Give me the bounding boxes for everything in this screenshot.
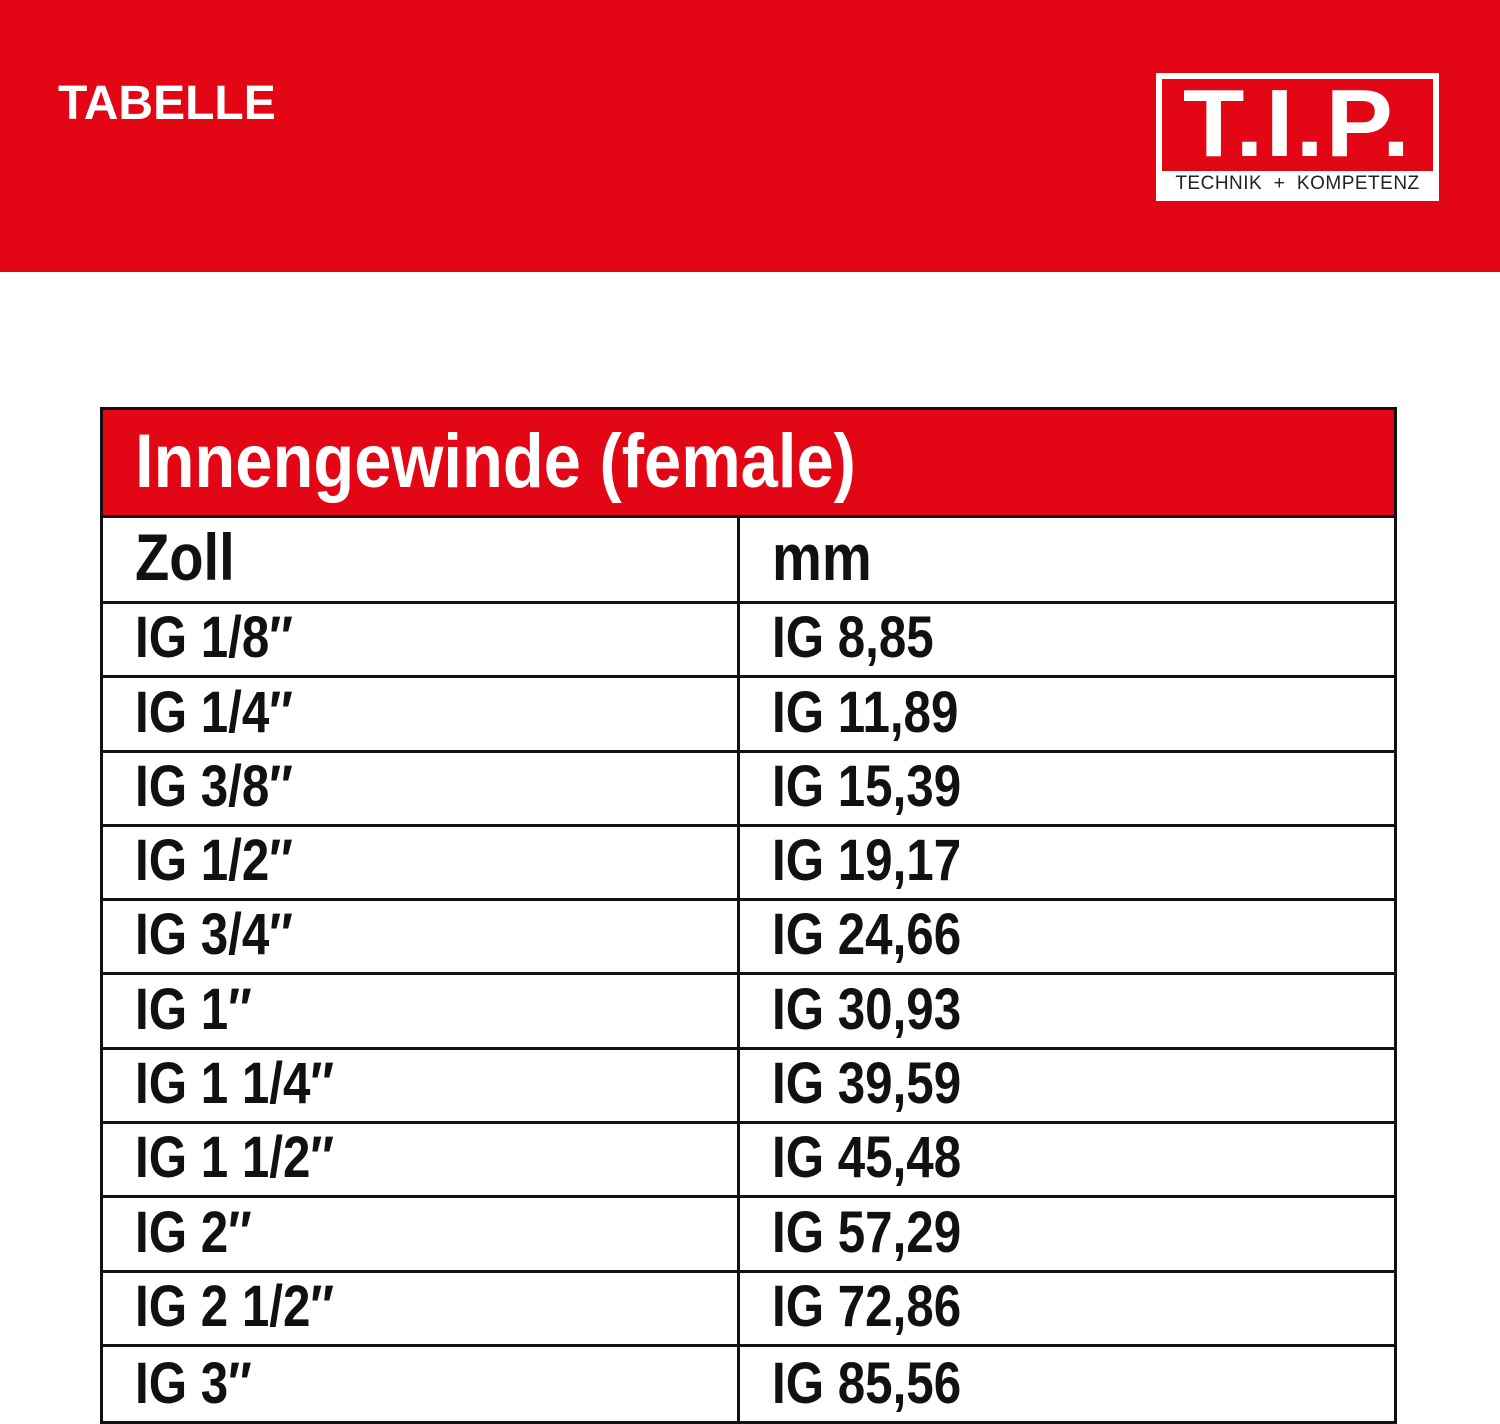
cell-value: IG 1/4″ xyxy=(135,679,293,745)
cell-zoll: IG 1 1/2″ xyxy=(103,1124,740,1196)
cell-value: IG 15,39 xyxy=(772,753,962,819)
table-row: IG 1/4″ IG 11,89 xyxy=(103,678,1394,753)
table-row: IG 1 1/2″ IG 45,48 xyxy=(103,1124,1394,1199)
cell-value: IG 45,48 xyxy=(772,1125,962,1191)
cell-value: IG 30,93 xyxy=(772,976,962,1042)
cell-mm: IG 15,39 xyxy=(740,753,1394,824)
logo-red-box: T.I.P. xyxy=(1162,70,1433,177)
cell-mm: IG 11,89 xyxy=(740,678,1394,749)
cell-zoll: IG 3/8″ xyxy=(103,752,740,824)
cell-zoll: IG 2 1/2″ xyxy=(103,1272,740,1344)
cell-value: IG 8,85 xyxy=(772,605,934,671)
cell-mm: IG 8,85 xyxy=(740,604,1394,675)
cell-zoll: IG 3/4″ xyxy=(103,901,740,973)
cell-mm: IG 72,86 xyxy=(740,1273,1394,1344)
column-header-label: mm xyxy=(772,520,872,594)
column-header-label: Zoll xyxy=(135,520,235,594)
table-row: IG 1″ IG 30,93 xyxy=(103,975,1394,1050)
logo-tagline: TECHNIK + KOMPETENZ xyxy=(1175,173,1420,194)
cell-zoll: IG 2″ xyxy=(103,1198,740,1270)
table-row: IG 3″ IG 85,56 xyxy=(103,1346,1394,1422)
cell-zoll: IG 1/4″ xyxy=(103,678,740,750)
tip-logo: T.I.P. TECHNIK + KOMPETENZ xyxy=(1156,70,1439,201)
table-row: IG 1/2″ IG 19,17 xyxy=(103,826,1394,902)
cell-value: IG 11,89 xyxy=(772,679,959,745)
column-header-mm: mm xyxy=(740,518,1394,601)
cell-value: IG 85,56 xyxy=(772,1351,962,1417)
cell-value: IG 2″ xyxy=(135,1199,252,1265)
table-row: IG 3/4″ IG 24,66 xyxy=(103,901,1394,976)
cell-mm: IG 57,29 xyxy=(740,1198,1394,1269)
cell-value: IG 2 1/2″ xyxy=(135,1273,335,1339)
cell-mm: IG 85,56 xyxy=(740,1347,1394,1421)
cell-zoll: IG 1″ xyxy=(103,975,740,1047)
cell-mm: IG 19,17 xyxy=(740,827,1394,898)
cell-value: IG 1/2″ xyxy=(135,828,293,894)
cell-value: IG 57,29 xyxy=(772,1199,962,1265)
header-banner: TABELLE T.I.P. TECHNIK + KOMPETENZ xyxy=(0,0,1500,272)
cell-value: IG 1/8″ xyxy=(135,605,293,671)
page-title: TABELLE xyxy=(58,77,276,130)
cell-value: IG 3/8″ xyxy=(135,753,293,819)
table-title-row: Innengewinde (female) xyxy=(103,410,1394,518)
cell-value: IG 24,66 xyxy=(772,902,962,968)
table-header-row: Zoll mm xyxy=(103,518,1394,604)
table-row: IG 3/8″ IG 15,39 xyxy=(103,752,1394,827)
cell-value: IG 1 1/2″ xyxy=(135,1125,335,1191)
cell-value: IG 3/4″ xyxy=(135,902,293,968)
table-row: IG 2 1/2″ IG 72,86 xyxy=(103,1272,1394,1347)
cell-value: IG 72,86 xyxy=(772,1273,962,1339)
cell-value: IG 39,59 xyxy=(772,1051,962,1117)
thread-table: Innengewinde (female) Zoll mm IG 1/8″ IG … xyxy=(100,407,1397,1424)
cell-zoll: IG 1/8″ xyxy=(103,604,740,676)
cell-mm: IG 45,48 xyxy=(740,1124,1394,1195)
cell-mm: IG 24,66 xyxy=(740,901,1394,972)
column-header-zoll: Zoll xyxy=(103,518,740,601)
cell-zoll: IG 1 1/4″ xyxy=(103,1049,740,1122)
cell-zoll: IG 1/2″ xyxy=(103,826,740,899)
cell-value: IG 1″ xyxy=(135,976,252,1042)
cell-value: IG 19,17 xyxy=(772,828,962,894)
table-row: IG 1/8″ IG 8,85 xyxy=(103,604,1394,679)
table-row: IG 1 1/4″ IG 39,59 xyxy=(103,1049,1394,1125)
cell-zoll: IG 3″ xyxy=(103,1346,740,1422)
cell-mm: IG 30,93 xyxy=(740,975,1394,1046)
table-title: Innengewinde (female) xyxy=(135,419,856,504)
logo-mark: T.I.P. xyxy=(1182,70,1413,177)
table-row: IG 2″ IG 57,29 xyxy=(103,1198,1394,1273)
cell-mm: IG 39,59 xyxy=(740,1050,1394,1121)
cell-value: IG 1 1/4″ xyxy=(135,1051,335,1117)
cell-value: IG 3″ xyxy=(135,1351,252,1417)
